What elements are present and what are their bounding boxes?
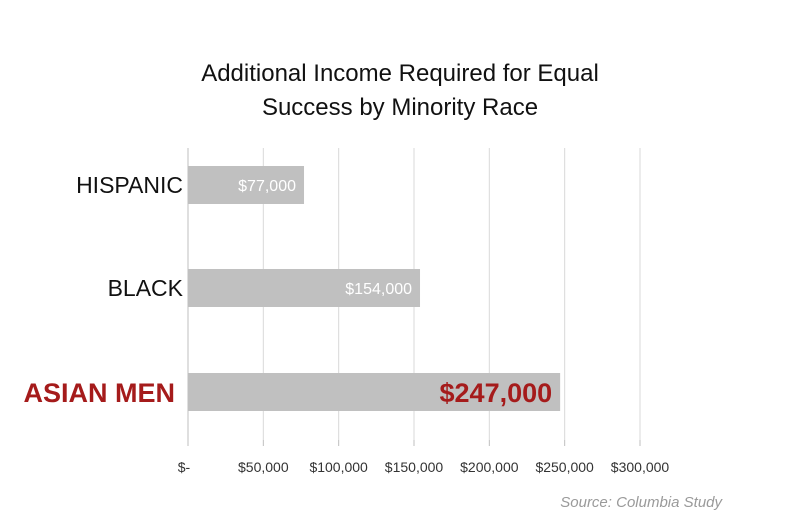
bar [188, 269, 421, 307]
x-tick-label: $100,000 [309, 459, 368, 475]
bar [188, 166, 305, 204]
category-label: HISPANIC [76, 172, 183, 198]
chart-title-line-2: Success by Minority Race [261, 94, 539, 121]
x-tick-label: $300,000 [611, 459, 670, 475]
bar [188, 373, 561, 411]
source-note: Source: Columbia Study [560, 494, 722, 511]
x-tick-label: $50,000 [238, 459, 289, 475]
category-label: BLACK [108, 275, 184, 301]
x-tick-label: $150,000 [385, 459, 444, 475]
category-label: ASIAN MEN [23, 378, 175, 408]
data-label: $77,000 [238, 178, 296, 195]
x-tick-label: $200,000 [460, 459, 519, 475]
x-tick-label: $250,000 [535, 459, 594, 475]
chart-title-line-1: Additional Income Required for Equal [201, 60, 599, 87]
data-label: $154,000 [345, 281, 412, 298]
data-label: $247,000 [440, 378, 553, 408]
x-tick-label: $- [178, 459, 191, 475]
